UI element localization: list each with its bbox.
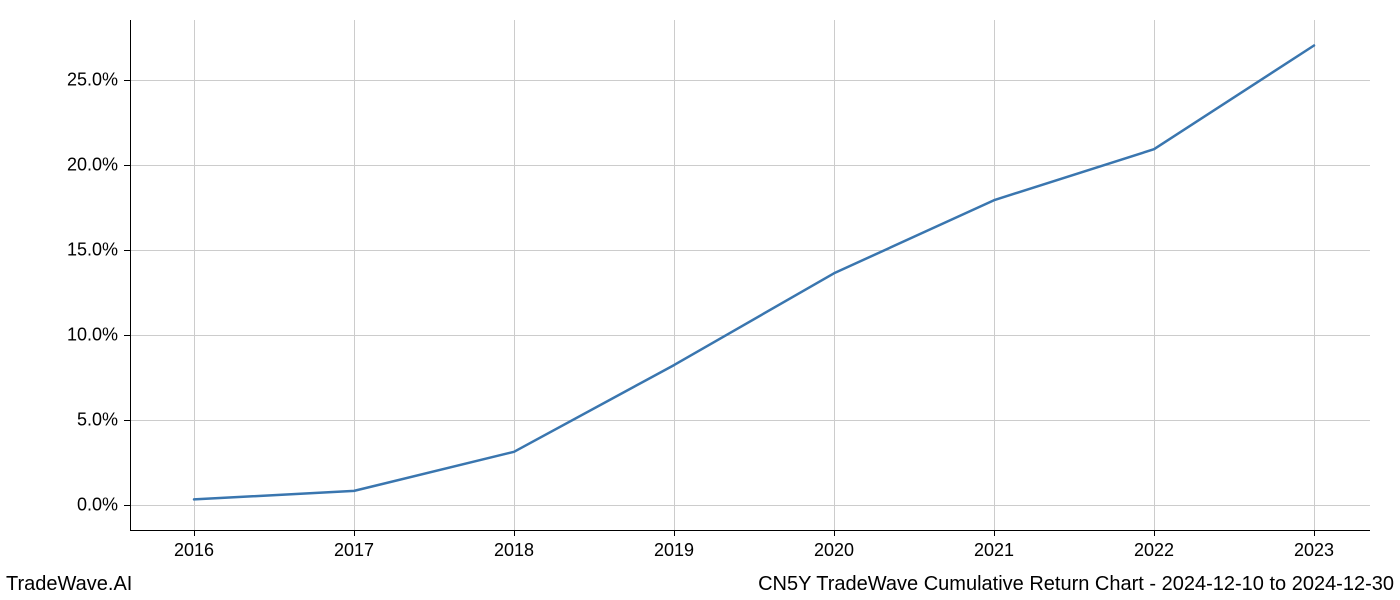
x-tick-label: 2023: [1294, 540, 1334, 561]
footer-right-text: CN5Y TradeWave Cumulative Return Chart -…: [758, 573, 1394, 596]
chart-container: 2016 2017 2018 2019 2020 2021 2022 2023 0.0% 5.0%…: [0, 0, 1400, 600]
x-tick-label: 2022: [1134, 540, 1174, 561]
x-tick-label: 2018: [494, 540, 534, 561]
x-tick-label: 2019: [654, 540, 694, 561]
y-tick-label: 5.0%: [77, 409, 118, 430]
plot-area: 201620172018201920202021202220230.0%5.0%…: [130, 20, 1370, 530]
x-tick-label: 2016: [174, 540, 214, 561]
y-tick-label: 25.0%: [67, 69, 118, 90]
footer-left-text: TradeWave.AI: [6, 573, 132, 596]
y-tick-label: 15.0%: [67, 239, 118, 260]
y-tick-label: 10.0%: [67, 324, 118, 345]
x-tick-label: 2020: [814, 540, 854, 561]
x-axis-spine: [130, 530, 1370, 531]
series-line: [194, 46, 1314, 500]
x-tick-label: 2021: [974, 540, 1014, 561]
line-layer: [130, 20, 1370, 530]
y-tick-label: 0.0%: [77, 494, 118, 515]
y-tick-label: 20.0%: [67, 154, 118, 175]
x-tick-label: 2017: [334, 540, 374, 561]
